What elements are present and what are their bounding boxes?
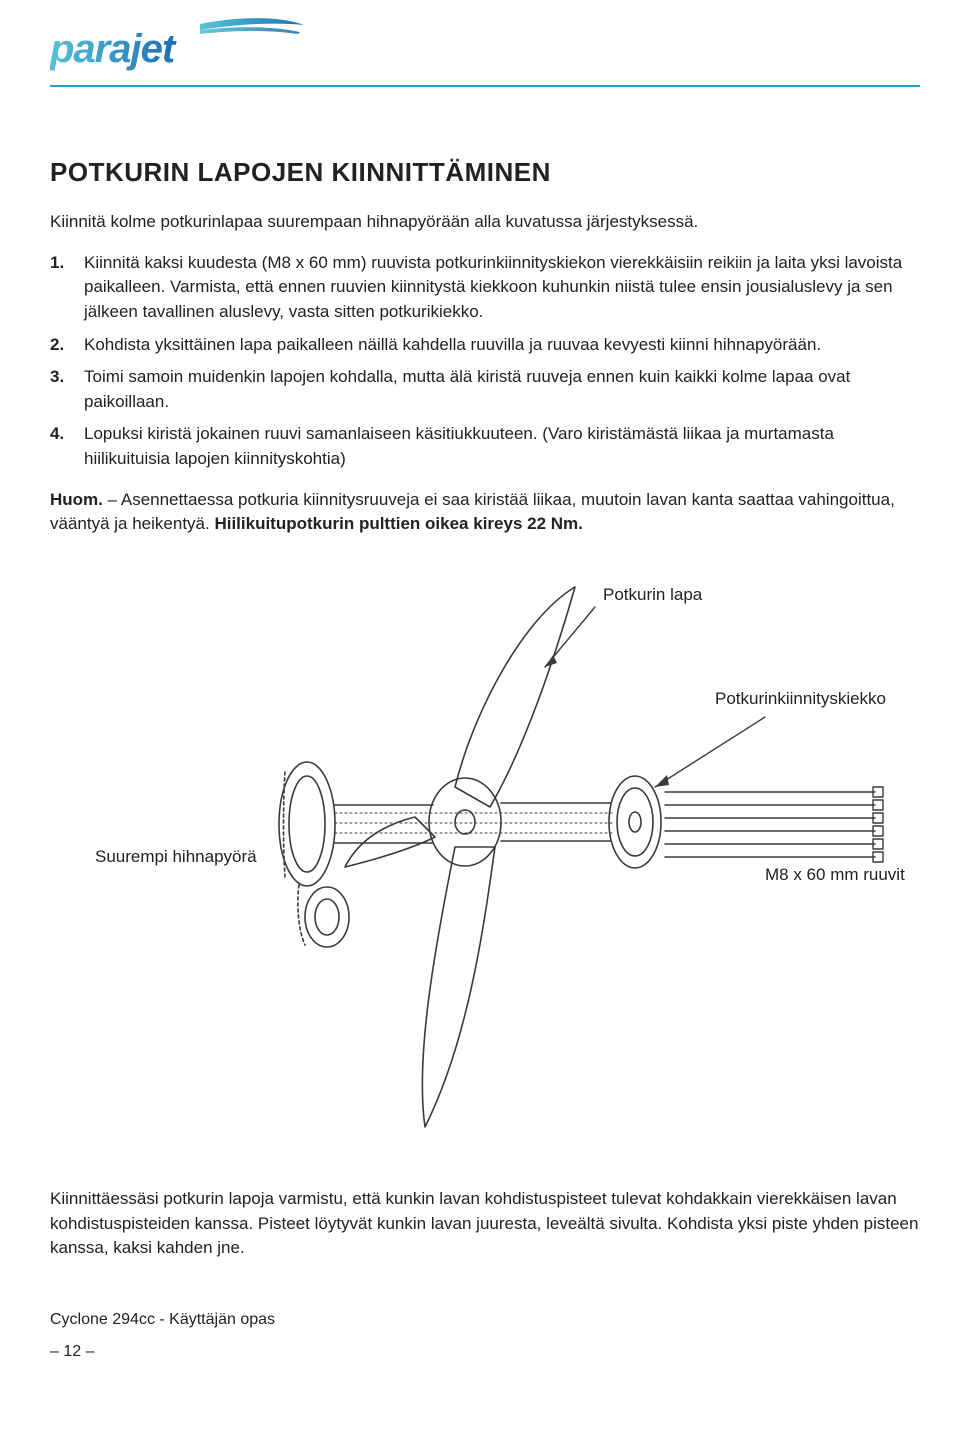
note-paragraph: Huom. – Asennettaessa potkuria kiinnitys… [50,488,920,537]
note-bold-tail: Hiilikuitupotkurin pulttien oikea kireys… [214,514,582,533]
footer-page-number: – 12 – [50,1343,920,1361]
diagram-label-disc: Potkurinkiinnityskiekko [715,689,886,709]
steps-list: Kiinnitä kaksi kuudesta (M8 x 60 mm) ruu… [50,251,920,472]
step-item: Kiinnitä kaksi kuudesta (M8 x 60 mm) ruu… [50,251,920,325]
note-label: Huom. [50,490,103,509]
step-item: Toimi samoin muidenkin lapojen kohdalla,… [50,365,920,414]
brand-logo: parajet [50,18,310,74]
diagram-label-bolts: M8 x 60 mm ruuvit [765,865,905,885]
page-title: POTKURIN LAPOJEN KIINNITTÄMINEN [50,157,920,188]
diagram-label-pulley: Suurempi hihnapyörä [95,847,257,867]
footer-doc-title: Cyclone 294cc - Käyttäjän opas [50,1311,920,1329]
intro-paragraph: Kiinnitä kolme potkurinlapaa suurempaan … [50,210,920,235]
closing-paragraph: Kiinnittäessäsi potkurin lapoja varmistu… [50,1187,920,1261]
step-item: Lopuksi kiristä jokainen ruuvi samanlais… [50,422,920,471]
diagram-label-blade: Potkurin lapa [603,585,702,605]
step-item: Kohdista yksittäinen lapa paikalleen näi… [50,333,920,358]
svg-text:parajet: parajet [50,27,177,71]
page-header: parajet [50,18,920,87]
propeller-diagram: Potkurin lapa Potkurinkiinnityskiekko Su… [55,547,915,1167]
